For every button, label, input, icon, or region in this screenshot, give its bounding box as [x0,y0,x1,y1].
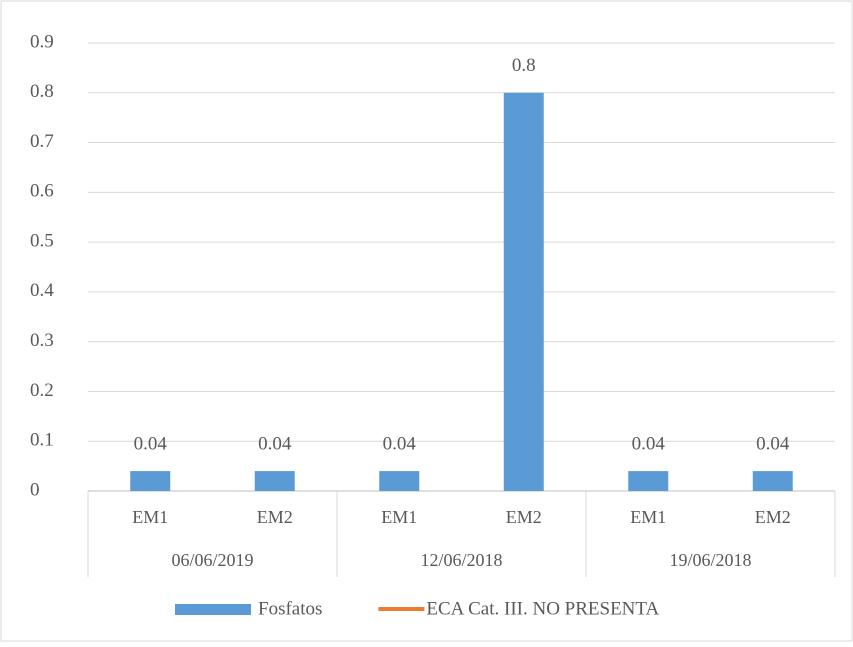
y-tick-label: 0.1 [30,430,54,451]
bar [254,471,295,491]
x-tick-label: EM1 [132,507,168,527]
legend-label: ECA Cat. III. NO PRESENTA [426,598,659,619]
y-tick-label: 0 [30,479,40,500]
bar [130,471,171,491]
value-label: 0.04 [383,433,417,454]
y-tick-label: 0.9 [30,31,54,52]
x-tick-label: EM1 [630,507,666,527]
bar [628,471,669,491]
value-label: 0.04 [258,433,292,454]
x-tick-label: EM2 [506,507,542,527]
y-tick-label: 0.8 [30,81,54,102]
legend-label: Fosfatos [258,598,322,619]
x-tick-label: EM2 [755,507,791,527]
group-label: 06/06/2019 [171,550,253,570]
x-tick-label: EM1 [381,507,417,527]
value-label: 0.8 [512,55,536,76]
group-label: 19/06/2018 [669,550,751,570]
bar [503,92,544,492]
y-tick-label: 0.6 [30,181,54,202]
bar [379,471,420,491]
value-label: 0.04 [632,433,666,454]
y-tick-label: 0.2 [30,380,54,401]
bar [752,471,793,491]
value-label: 0.04 [756,433,790,454]
y-tick-label: 0.3 [30,330,54,351]
value-label: 0.04 [134,433,168,454]
y-tick-label: 0.4 [30,280,54,301]
group-label: 12/06/2018 [420,550,502,570]
x-tick-label: EM2 [257,507,293,527]
legend-swatch [175,604,251,615]
y-tick-label: 0.5 [30,230,54,251]
y-tick-label: 0.7 [30,131,54,152]
